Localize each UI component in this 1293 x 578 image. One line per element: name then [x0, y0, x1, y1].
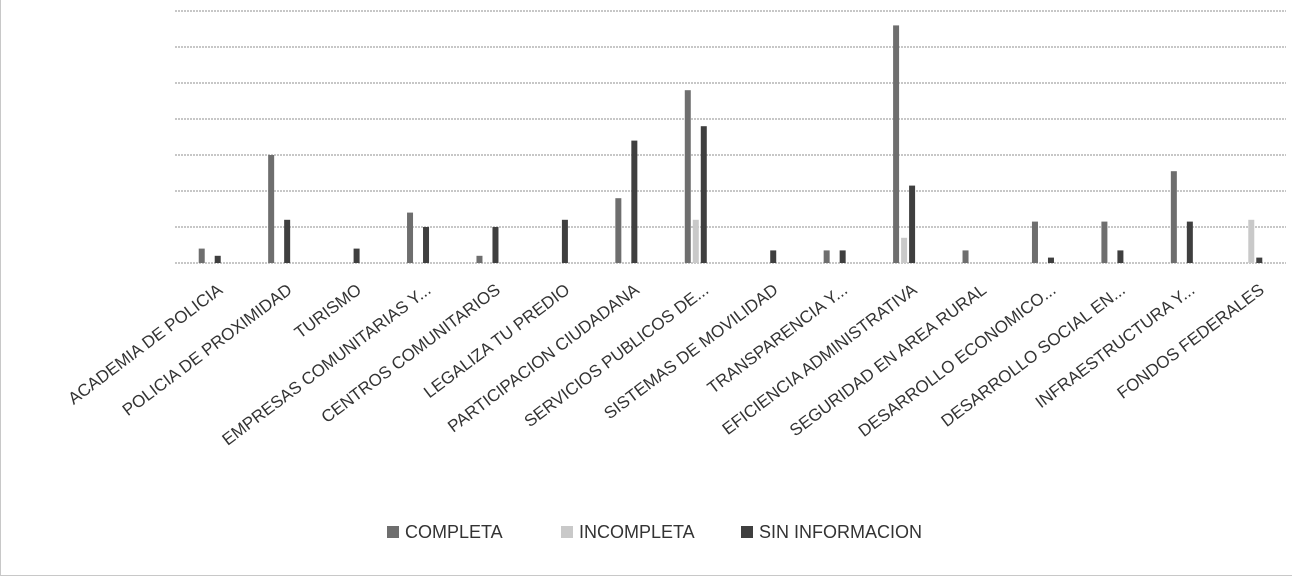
bar-sin-informacion [909, 185, 916, 263]
bar-sin-informacion [214, 255, 221, 263]
bar-completa [1101, 221, 1108, 263]
legend: COMPLETA INCOMPLETA SIN INFORMACION [387, 522, 922, 542]
bar-sin-informacion [839, 250, 846, 263]
legend-swatch [561, 526, 573, 538]
bar-sin-informacion [353, 248, 360, 263]
bar-completa [823, 250, 830, 263]
bar-sin-informacion [1047, 257, 1054, 263]
bar-sin-informacion [284, 219, 291, 263]
bar-completa [893, 25, 900, 264]
legend-label: SIN INFORMACION [759, 522, 922, 542]
bar-sin-informacion [1117, 250, 1124, 263]
bar-incompleta [692, 219, 699, 263]
bar-sin-informacion [1256, 257, 1263, 263]
bar-completa [615, 198, 622, 263]
bar-completa [268, 155, 275, 263]
bar-sin-informacion [631, 140, 638, 263]
bars [198, 25, 1263, 264]
bar-completa [198, 248, 205, 263]
bar-completa [476, 255, 483, 263]
bar-completa [407, 212, 414, 263]
legend-swatch [741, 526, 753, 538]
bar-sin-informacion [492, 227, 499, 263]
bar-incompleta [1248, 219, 1255, 263]
legend-swatch [387, 526, 399, 538]
bar-sin-informacion [1186, 221, 1193, 263]
bar-completa [1031, 221, 1038, 263]
bar-completa [684, 90, 691, 263]
bar-sin-informacion [770, 250, 777, 263]
legend-label: COMPLETA [405, 522, 503, 542]
bar-sin-informacion [561, 219, 568, 263]
bar-incompleta [901, 237, 908, 263]
bar-completa [1170, 171, 1177, 263]
bar-sin-informacion [700, 126, 707, 263]
bar-sin-informacion [423, 227, 430, 263]
legend-label: INCOMPLETA [579, 522, 695, 542]
bar-completa [962, 250, 969, 263]
gridlines [175, 10, 1286, 264]
